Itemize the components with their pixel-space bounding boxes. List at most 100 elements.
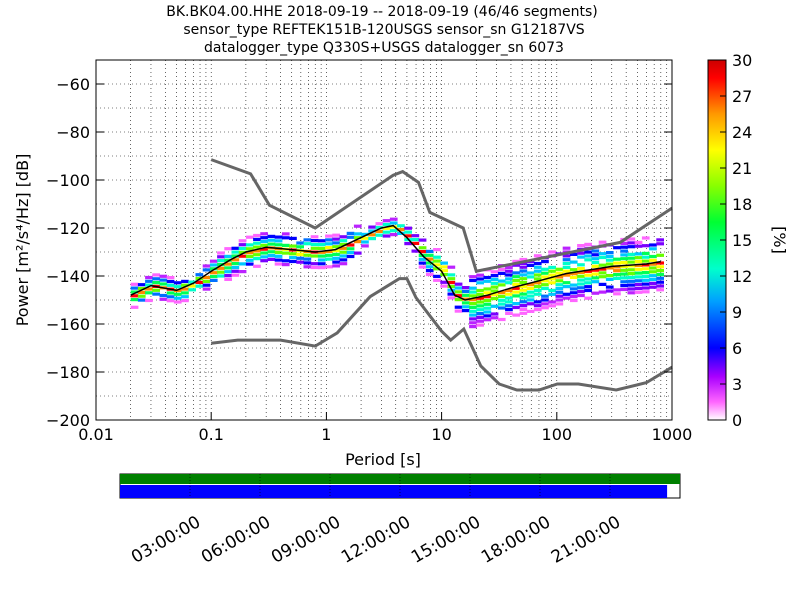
heatmap-cell xyxy=(519,296,528,300)
heatmap-cell xyxy=(476,277,484,281)
heatmap-cell xyxy=(145,279,153,283)
heatmap-cell xyxy=(562,296,571,300)
heatmap-cell xyxy=(476,300,484,304)
heatmap-cell xyxy=(512,290,520,294)
heatmap-cell xyxy=(159,297,168,301)
heatmap-cell xyxy=(541,279,549,283)
heatmap-cell xyxy=(613,265,621,269)
heatmap-cell xyxy=(476,312,484,316)
heatmap-cell xyxy=(274,262,283,266)
heatmap-cell xyxy=(238,254,247,258)
heatmap-cell xyxy=(274,250,283,254)
heatmap-cell xyxy=(490,312,499,316)
heatmap-cell xyxy=(526,263,535,267)
heatmap-cell xyxy=(555,279,564,283)
heatmap-cell xyxy=(591,280,600,284)
heatmap-cell xyxy=(469,278,477,283)
heatmap-cell xyxy=(137,290,146,294)
heatmap-cell xyxy=(375,222,384,226)
heatmap-cell xyxy=(641,259,650,263)
heatmap-cell xyxy=(397,224,405,228)
heatmap-cell xyxy=(656,253,664,257)
heatmap-cell xyxy=(303,265,312,269)
heatmap-cell xyxy=(562,246,571,250)
heatmap-cell xyxy=(224,262,232,266)
colorbar-tick-label: 27 xyxy=(732,87,752,106)
heatmap-cell xyxy=(584,250,592,254)
heatmap-cell xyxy=(598,240,607,244)
heatmap-cell xyxy=(238,262,247,266)
heatmap-cell xyxy=(490,297,499,301)
colorbar-ticks: 0 3 6 9 12 15 18 21 24 27 30 xyxy=(720,51,752,430)
heatmap-cell xyxy=(173,292,182,296)
heatmap-cell xyxy=(584,281,592,285)
heatmap-cell xyxy=(598,275,607,279)
heatmap-cell xyxy=(260,239,268,244)
heatmap-cell xyxy=(224,270,232,274)
heatmap-cell xyxy=(620,276,628,280)
heatmap-cell xyxy=(382,226,391,230)
heatmap-cell xyxy=(310,235,319,239)
heatmap-cell xyxy=(598,255,607,260)
heatmap-cell xyxy=(454,286,463,290)
heatmap-cell xyxy=(569,275,578,279)
y-tick-label: −120 xyxy=(46,219,90,238)
heatmap-cell xyxy=(145,275,153,280)
heatmap-cell xyxy=(332,233,340,237)
heatmap-cell xyxy=(137,294,146,298)
heatmap-cell xyxy=(245,247,254,251)
timeline-tick-label: 21:00:00 xyxy=(548,512,624,568)
heatmap-cell xyxy=(469,313,477,317)
heatmap-cell xyxy=(569,295,578,299)
timeline-data-coverage xyxy=(120,474,680,484)
heatmap-cell xyxy=(346,235,355,239)
heatmap-cell xyxy=(411,249,420,253)
heatmap-cell xyxy=(656,261,664,265)
heatmap-cell xyxy=(296,252,304,257)
heatmap-cell xyxy=(339,242,348,247)
heatmap-cell xyxy=(224,266,232,270)
heatmap-cell xyxy=(202,264,211,268)
heatmap-cell xyxy=(620,268,628,272)
heatmap-cell xyxy=(541,306,549,310)
heatmap-cell xyxy=(505,277,513,281)
heatmap-cell xyxy=(620,284,628,288)
heatmap-cell xyxy=(253,237,261,241)
heatmap-cell xyxy=(317,254,326,258)
heatmap-cell xyxy=(620,280,628,284)
heatmap-cell xyxy=(634,263,643,267)
heatmap-cell xyxy=(649,281,657,285)
heatmap-cell xyxy=(577,270,585,274)
heatmap-cell xyxy=(382,230,391,234)
heatmap-cell xyxy=(152,292,160,296)
heatmap-cell xyxy=(533,308,542,312)
heatmap-cell xyxy=(483,310,492,314)
heatmap-cell xyxy=(346,254,355,259)
heatmap-cell xyxy=(512,305,520,310)
heatmap-cell xyxy=(569,268,578,272)
heatmap-cell xyxy=(512,313,520,317)
heatmap-cell xyxy=(166,299,175,303)
heatmap-cell xyxy=(605,262,614,266)
heatmap-cell xyxy=(605,274,614,278)
heatmap-cell xyxy=(181,283,189,287)
heatmap-cell xyxy=(641,263,650,267)
x-axis-label: Period [s] xyxy=(345,450,421,469)
nlnm-curve xyxy=(211,277,673,392)
heatmap-cell xyxy=(490,293,499,297)
heatmap-cell xyxy=(310,262,319,266)
heatmap-cell xyxy=(591,264,600,268)
heatmap-cell xyxy=(627,241,636,245)
x-tick-label: 0.1 xyxy=(198,425,223,444)
y-tick-label: −60 xyxy=(56,75,90,94)
heatmap-cell xyxy=(620,272,628,276)
heatmap-cell xyxy=(447,296,456,300)
heatmap-cell xyxy=(490,277,499,281)
heatmap-cell xyxy=(181,279,189,283)
plot-background xyxy=(96,60,672,420)
heatmap-cell xyxy=(447,277,456,281)
heatmap-cell xyxy=(303,242,312,246)
heatmap-cell xyxy=(433,267,441,271)
heatmap-cell xyxy=(591,249,600,253)
heatmap-cell xyxy=(404,242,412,246)
